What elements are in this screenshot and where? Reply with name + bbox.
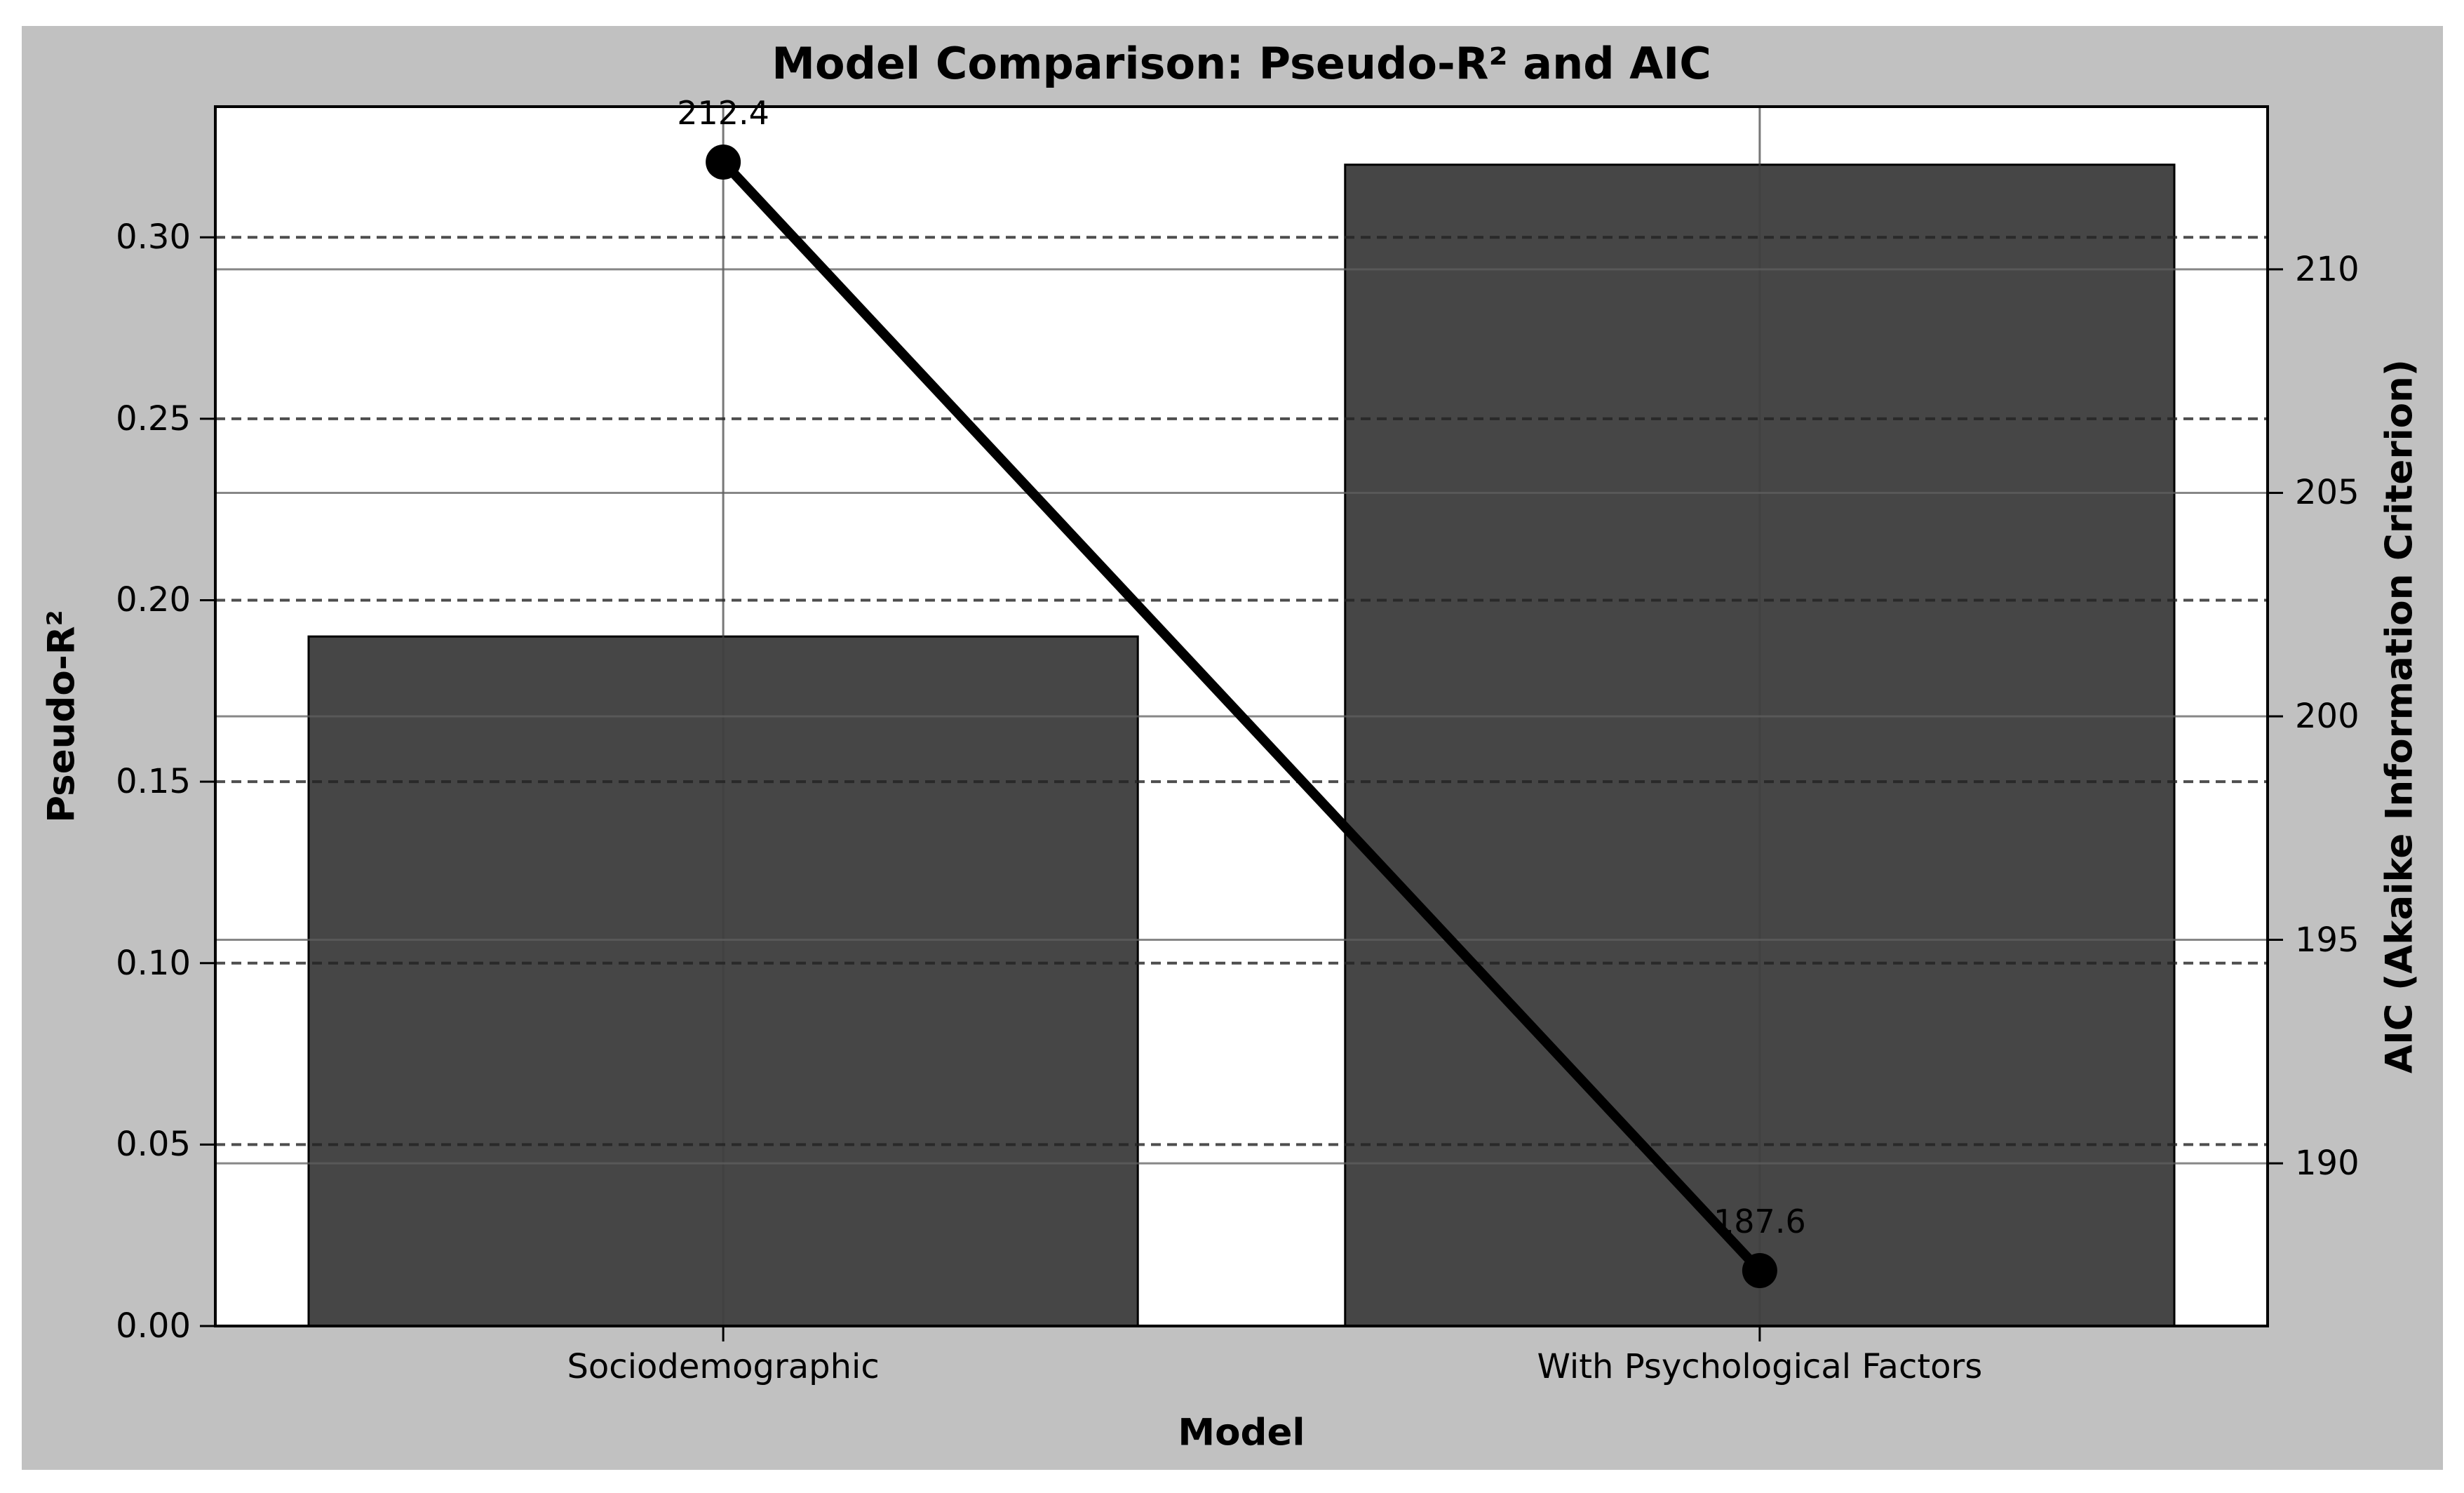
left-axis-label: Pseudo-R² [40, 610, 83, 823]
left-tick-label-0.15: 0.15 [116, 762, 191, 802]
aic-point-label-1: 187.6 [1714, 1203, 1806, 1240]
right-tick-label-195: 195 [2295, 920, 2359, 960]
right-axis-label: AIC (Akaike Information Criterion) [2378, 359, 2421, 1074]
left-tick-label-0.30: 0.30 [116, 217, 191, 257]
left-tick-label-0.00: 0.00 [116, 1306, 191, 1346]
right-tick-label-200: 200 [2295, 697, 2359, 736]
category-label-psychological: With Psychological Factors [1537, 1347, 1983, 1386]
aic-line [718, 157, 1765, 1276]
right-tick-label-210: 210 [2295, 249, 2359, 289]
right-tick-label-190: 190 [2295, 1144, 2359, 1184]
category-label-sociodemographic: Sociodemographic [567, 1347, 880, 1386]
left-tick-label-0.05: 0.05 [116, 1125, 191, 1165]
aic-marker-0 [706, 145, 741, 180]
left-tick-label-0.25: 0.25 [116, 399, 191, 438]
left-tick-label-0.20: 0.20 [116, 580, 191, 620]
chart-title: Model Comparison: Pseudo-R² and AIC [772, 38, 1711, 89]
x-axis-label: Model [1178, 1411, 1305, 1454]
right-tick-label-205: 205 [2295, 473, 2359, 513]
aic-point-label-0: 212.4 [677, 94, 769, 132]
left-tick-label-0.10: 0.10 [116, 943, 191, 983]
aic-marker-1 [1742, 1253, 1777, 1288]
